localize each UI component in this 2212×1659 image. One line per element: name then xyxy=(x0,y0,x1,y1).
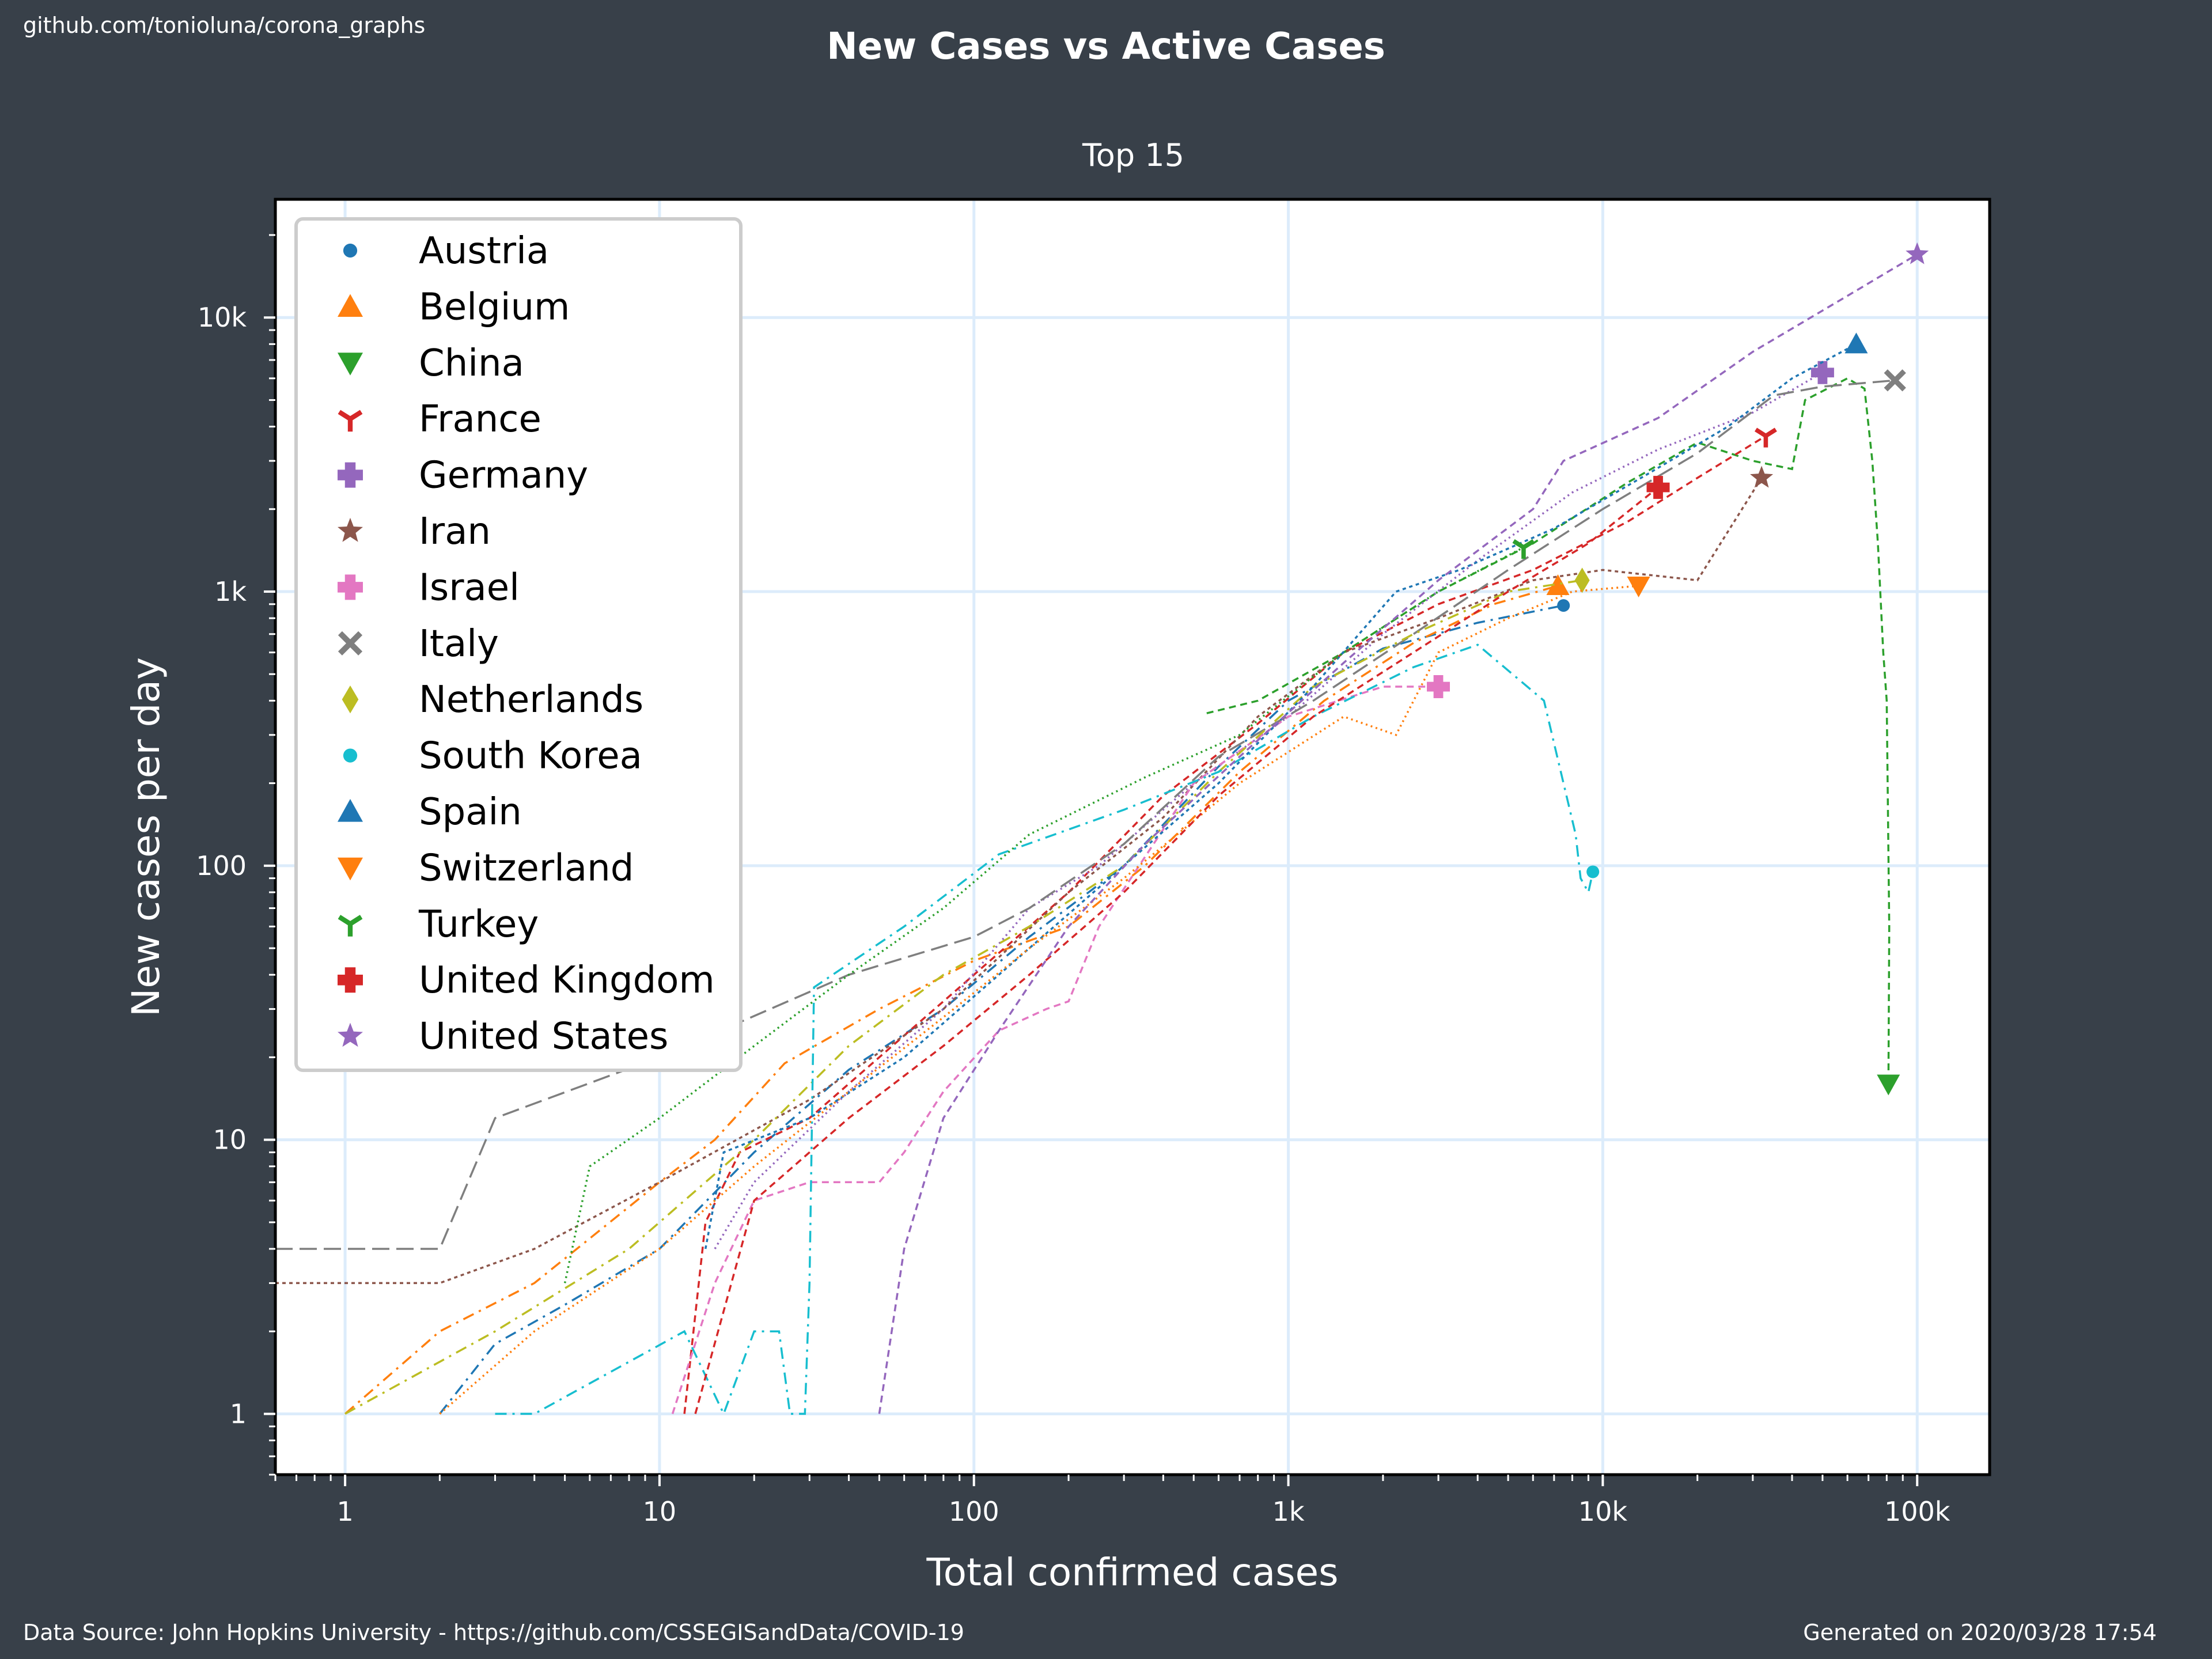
legend-label-united-states: United States xyxy=(419,1016,668,1058)
series-line-switzerland xyxy=(439,585,1639,1415)
legend-marker-china xyxy=(338,353,363,376)
legend-label-belgium: Belgium xyxy=(419,286,570,328)
legend-label-china: China xyxy=(419,342,524,385)
legend-label-iran: Iran xyxy=(419,510,491,553)
series-line-netherlands xyxy=(344,579,1582,1415)
x-tick-label: 1k xyxy=(1272,1496,1305,1527)
x-tick-label: 100 xyxy=(949,1496,999,1527)
data-source-note: Data Source: John Hopkins University - h… xyxy=(23,1620,964,1645)
legend-label-united-kingdom: United Kingdom xyxy=(419,959,715,1002)
legend-box xyxy=(294,217,743,1072)
legend-label-germany: Germany xyxy=(419,454,588,497)
series-end-marker-belgium xyxy=(1546,574,1570,595)
generated-timestamp: Generated on 2020/03/28 17:54 xyxy=(1803,1620,2157,1645)
x-tick-label: 100k xyxy=(1884,1496,1950,1527)
legend-marker-south-korea xyxy=(343,748,358,763)
series-end-marker-netherlands xyxy=(1574,567,1590,593)
series-end-marker-spain xyxy=(1844,332,1868,354)
series-line-italy xyxy=(275,379,1895,1250)
series-end-marker-turkey xyxy=(1512,539,1535,559)
axes-ticks: 1 10 100 1k 10k 100k 1 10 100 1k 10k xyxy=(196,234,1950,1527)
legend-marker-turkey xyxy=(338,915,363,937)
legend-label-south-korea: South Korea xyxy=(419,735,642,778)
chart-subtitle: Top 15 xyxy=(1082,137,1184,173)
series-end-marker-south-korea xyxy=(1586,865,1600,878)
x-tick-label: 10k xyxy=(1578,1496,1628,1527)
legend-marker-united-kingdom xyxy=(338,967,363,993)
series-end-marker-italy xyxy=(1884,369,1906,392)
series-line-belgium xyxy=(344,585,1558,1415)
legend-marker-germany xyxy=(338,462,363,488)
series-line-austria xyxy=(439,604,1564,1415)
series-line-israel xyxy=(671,685,1438,1414)
series-end-marker-united-states xyxy=(1906,242,1929,264)
x-tick-label: 10 xyxy=(643,1496,677,1527)
y-tick-label: 10k xyxy=(198,302,247,333)
legend-label-spain: Spain xyxy=(419,791,522,834)
legend-label-netherlands: Netherlands xyxy=(419,679,643,721)
source-link[interactable]: github.com/tonioluna/corona_graphs xyxy=(23,13,426,38)
legend-marker-iran xyxy=(338,517,363,542)
y-tick-label: 1k xyxy=(214,576,247,607)
series-end-marker-china xyxy=(1877,1074,1900,1096)
legend-marker-belgium xyxy=(338,294,363,317)
legend-marker-france xyxy=(338,410,363,432)
legend: Austria Belgium China France Germany Iran Isra… xyxy=(294,217,743,1072)
series-line-spain xyxy=(704,343,1857,1249)
legend-label-turkey: Turkey xyxy=(418,903,539,946)
y-tick-label: 100 xyxy=(196,850,247,881)
y-axis-label: New cases per day xyxy=(124,657,168,1017)
legend-marker-austria xyxy=(343,243,358,258)
y-tick-label: 10 xyxy=(213,1124,247,1156)
legend-label-austria: Austria xyxy=(419,230,549,272)
series-end-marker-united-kingdom xyxy=(1646,476,1670,499)
page-title: New Cases vs Active Cases xyxy=(827,25,1385,68)
legend-label-france: France xyxy=(419,398,541,441)
series-layer xyxy=(275,242,1929,1416)
legend-label-switzerland: Switzerland xyxy=(419,847,634,889)
legend-label-israel: Israel xyxy=(419,566,520,609)
legend-marker-italy xyxy=(338,631,363,656)
series-end-marker-austria xyxy=(1557,599,1570,612)
legend-marker-israel xyxy=(338,574,363,600)
series-end-marker-israel xyxy=(1426,675,1450,699)
legend-label-italy: Italy xyxy=(419,623,499,665)
series-end-marker-germany xyxy=(1810,361,1834,384)
series-line-china xyxy=(1206,377,1891,1084)
series-line-united-kingdom xyxy=(694,486,1659,1414)
legend-marker-netherlands xyxy=(342,685,359,714)
y-tick-label: 1 xyxy=(230,1398,247,1429)
legend-marker-switzerland xyxy=(338,857,363,881)
x-axis-label: Total confirmed cases xyxy=(926,1550,1338,1594)
x-tick-label: 1 xyxy=(336,1496,353,1527)
legend-marker-united-states xyxy=(338,1022,363,1047)
series-line-united-states xyxy=(878,253,1918,1414)
series-end-marker-iran xyxy=(1750,465,1774,488)
plot-frame xyxy=(274,198,1991,1476)
series-line-south-korea xyxy=(495,643,1594,1416)
series-end-marker-switzerland xyxy=(1627,576,1650,597)
legend-marker-spain xyxy=(338,799,363,822)
series-end-marker-france xyxy=(1754,427,1777,448)
